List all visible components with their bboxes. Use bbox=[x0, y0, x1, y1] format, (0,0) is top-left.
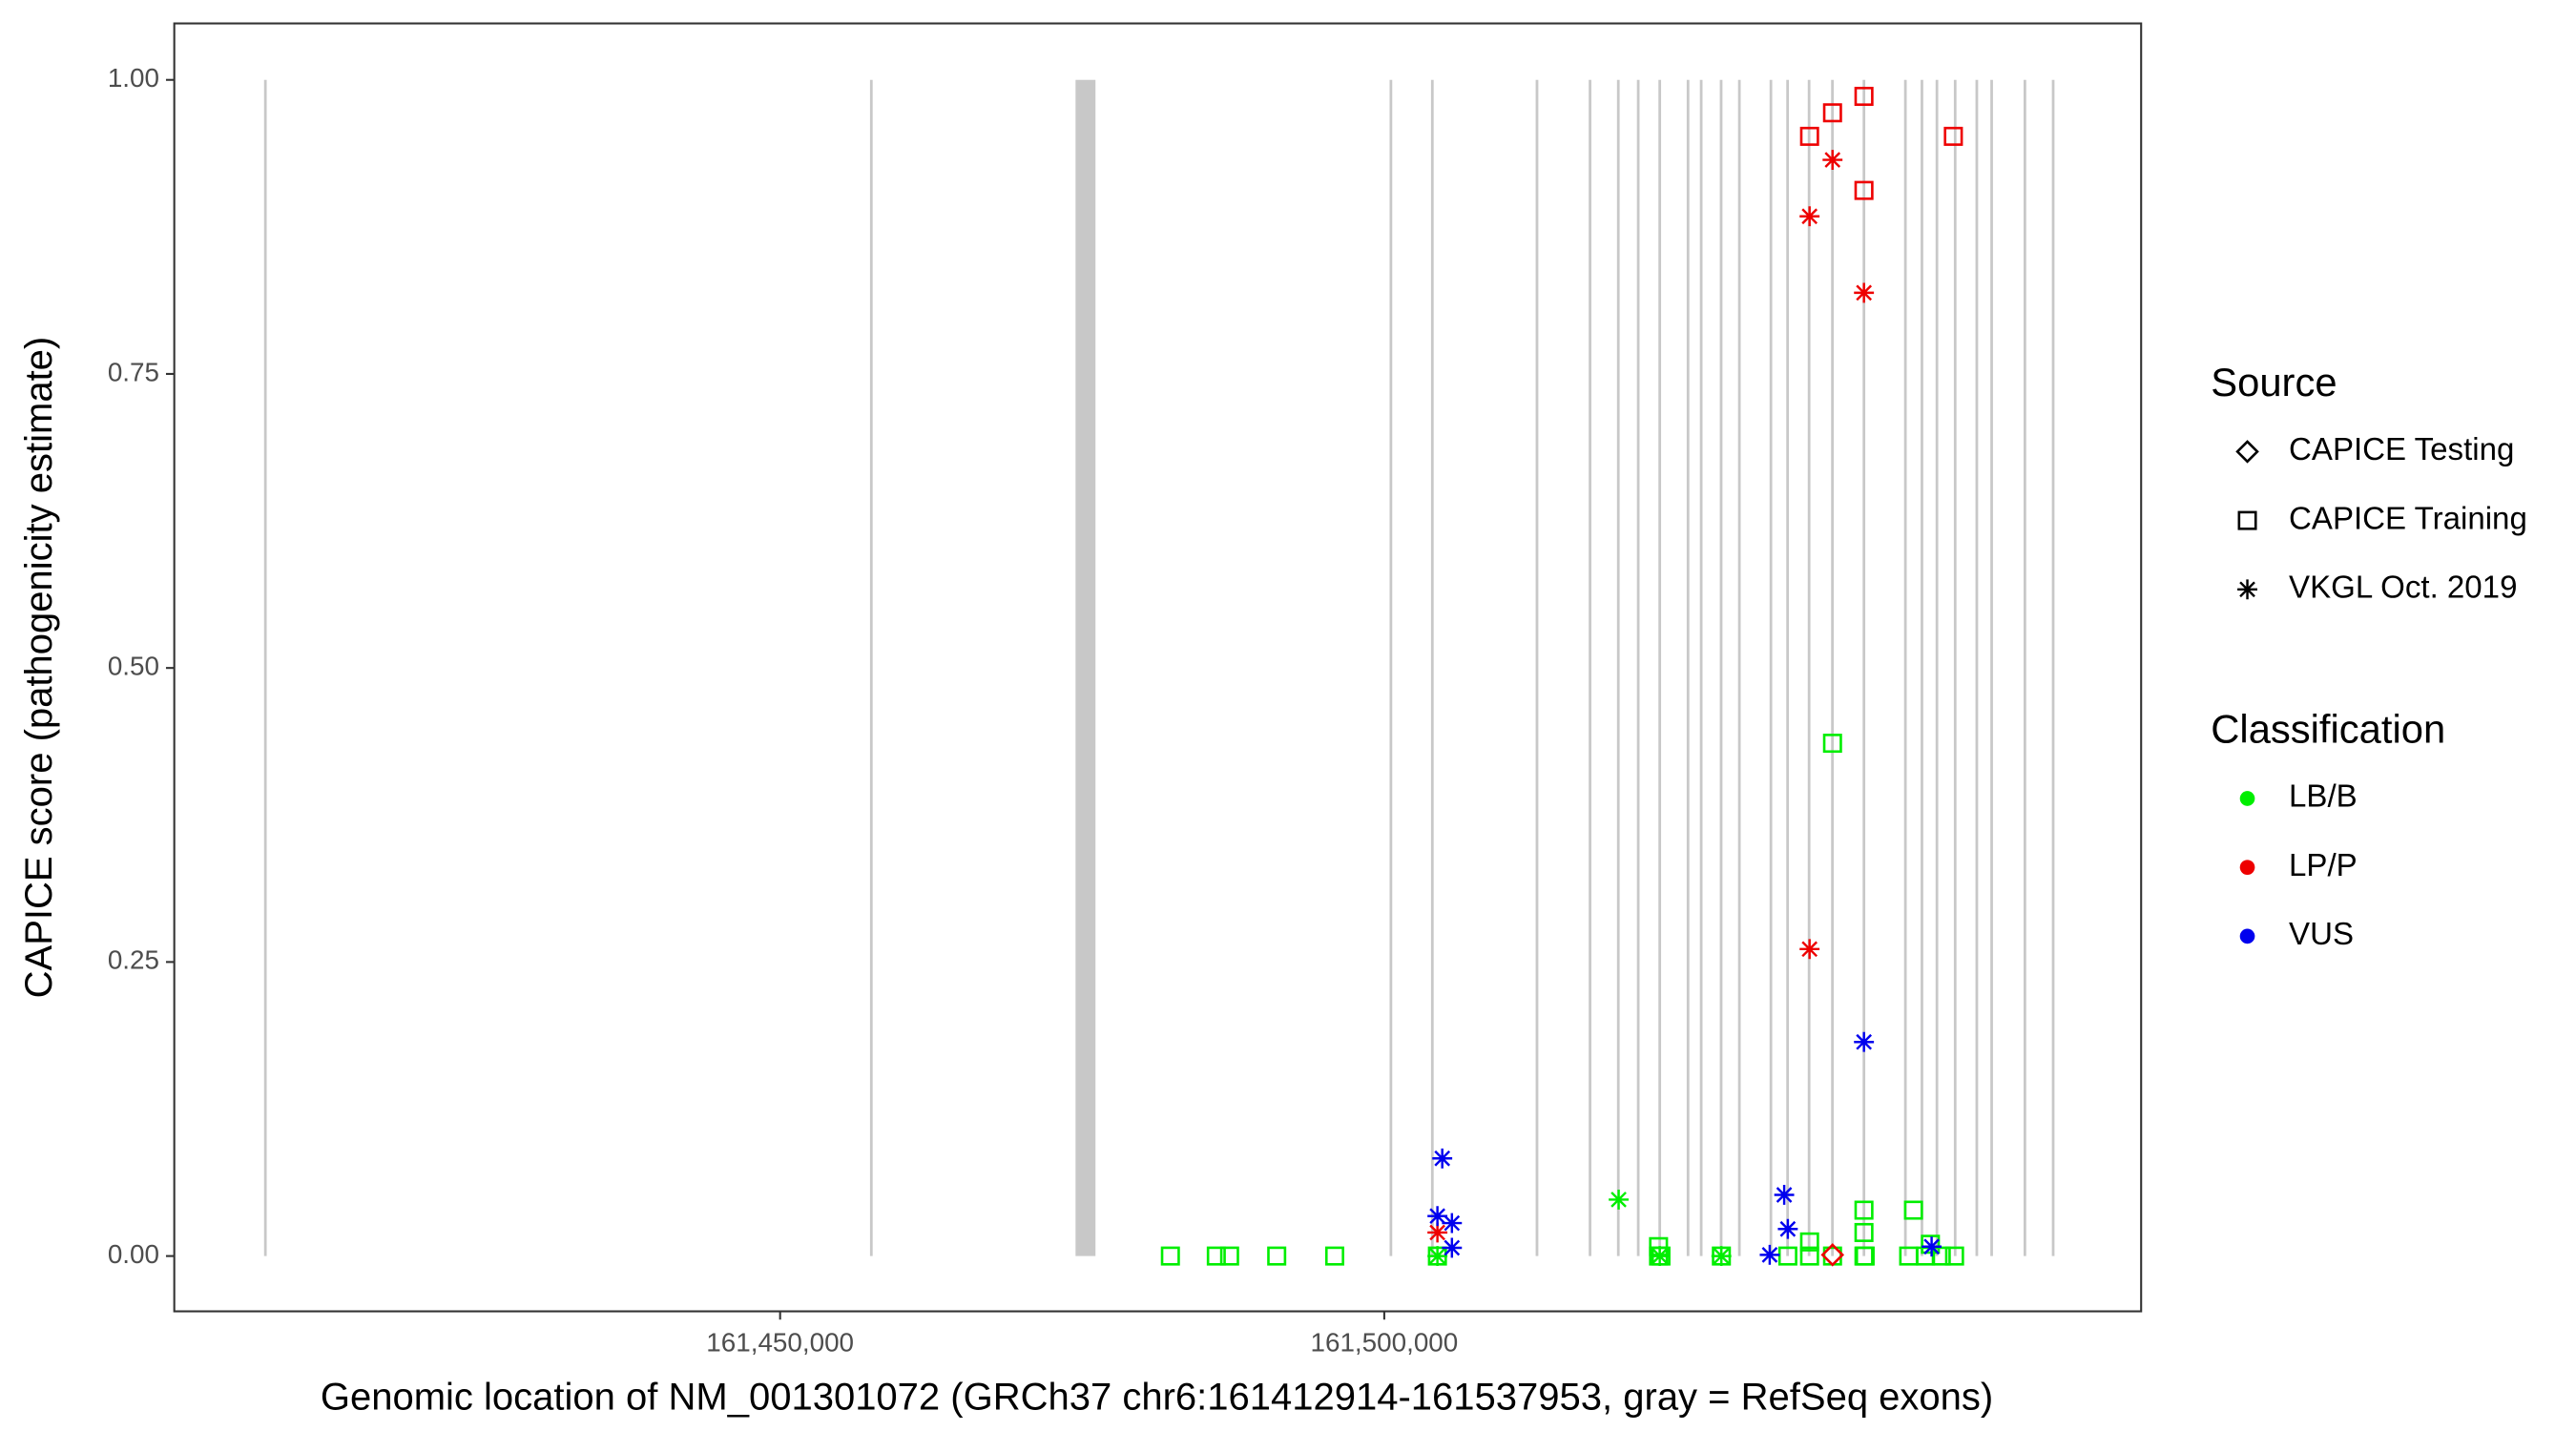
exon bbox=[2023, 79, 2026, 1256]
exon bbox=[1699, 79, 1703, 1256]
exon bbox=[1921, 79, 1923, 1256]
legend-label: VKGL Oct. 2019 bbox=[2289, 570, 2517, 606]
legend-label: CAPICE Training bbox=[2289, 501, 2527, 536]
point bbox=[1855, 1246, 1875, 1266]
point bbox=[1759, 1244, 1780, 1265]
point bbox=[1442, 1213, 1463, 1234]
point bbox=[1799, 1232, 1819, 1252]
point bbox=[1324, 1246, 1344, 1266]
legend-title: Source bbox=[2211, 360, 2337, 404]
legend-label: CAPICE Testing bbox=[2289, 432, 2514, 467]
exon bbox=[1535, 79, 1539, 1256]
point bbox=[1427, 1246, 1448, 1267]
exon bbox=[1636, 79, 1640, 1256]
point bbox=[1799, 939, 1820, 960]
point bbox=[1943, 126, 1963, 146]
point bbox=[1854, 1031, 1875, 1052]
exon bbox=[1658, 79, 1662, 1256]
exon bbox=[1990, 79, 1993, 1256]
point bbox=[1822, 103, 1842, 123]
legend-label: LB/B bbox=[2289, 779, 2358, 815]
exon bbox=[1769, 79, 1773, 1256]
point bbox=[1774, 1185, 1795, 1205]
exon bbox=[1737, 79, 1741, 1256]
legend-symbol bbox=[2237, 579, 2257, 600]
exon bbox=[1589, 79, 1591, 1256]
x-axis-title: Genomic location of NM_001301072 (GRCh37… bbox=[321, 1376, 1993, 1418]
point bbox=[1609, 1189, 1630, 1210]
exon bbox=[1389, 79, 1393, 1256]
point bbox=[1854, 1222, 1874, 1242]
legend-symbol bbox=[2235, 440, 2259, 464]
legend-title: Classification bbox=[2211, 706, 2445, 751]
exon bbox=[1430, 79, 1434, 1256]
point bbox=[1427, 1222, 1448, 1243]
legend-symbol bbox=[2239, 860, 2255, 876]
point bbox=[1442, 1237, 1463, 1258]
x-tick-label: 161,450,000 bbox=[706, 1328, 854, 1358]
points bbox=[1160, 86, 1964, 1267]
y-tick-label: 0.75 bbox=[108, 357, 159, 386]
x-tick-label: 161,500,000 bbox=[1311, 1328, 1459, 1358]
point bbox=[1903, 1200, 1923, 1220]
exons bbox=[263, 79, 2055, 1256]
point bbox=[1799, 1246, 1819, 1266]
point bbox=[1820, 1243, 1845, 1267]
exon bbox=[869, 79, 873, 1256]
exon bbox=[1786, 79, 1790, 1256]
point bbox=[1944, 1246, 1964, 1266]
exon bbox=[1616, 79, 1620, 1256]
legend: Source CAPICE Testing CAPICE Training VKGL … bbox=[2211, 360, 2527, 952]
point bbox=[1854, 282, 1875, 303]
point bbox=[1854, 1200, 1874, 1220]
exon bbox=[1831, 79, 1835, 1256]
exon bbox=[1975, 79, 1979, 1256]
y-tick-label: 0.00 bbox=[108, 1239, 159, 1269]
ticks: 0.00 0.25 0.50 0.75 1.00 161,450,000 161,500,0… bbox=[108, 63, 1458, 1358]
point bbox=[1799, 206, 1820, 227]
point bbox=[1711, 1246, 1732, 1267]
exon bbox=[1862, 79, 1866, 1256]
point bbox=[1777, 1246, 1797, 1266]
legend-symbol bbox=[2239, 928, 2255, 944]
point bbox=[1921, 1234, 1941, 1255]
point bbox=[1650, 1246, 1671, 1267]
legend-label: LP/P bbox=[2289, 848, 2358, 883]
point bbox=[1822, 734, 1842, 754]
legend-label: VUS bbox=[2289, 917, 2354, 952]
exon bbox=[1935, 79, 1939, 1256]
point bbox=[1427, 1206, 1448, 1227]
point bbox=[1267, 1246, 1287, 1266]
exon bbox=[1686, 79, 1690, 1256]
y-tick-label: 1.00 bbox=[108, 63, 159, 93]
plot-panel bbox=[173, 22, 2143, 1313]
point bbox=[1854, 180, 1874, 200]
legend-symbol bbox=[2239, 791, 2255, 806]
y-tick-label: 0.50 bbox=[108, 652, 159, 681]
point bbox=[1160, 1246, 1180, 1266]
y-tick-label: 0.25 bbox=[108, 945, 159, 975]
point bbox=[1432, 1148, 1453, 1169]
exon bbox=[1903, 79, 1907, 1256]
exon bbox=[1075, 79, 1096, 1256]
point bbox=[1822, 150, 1843, 171]
point bbox=[1777, 1218, 1798, 1239]
exon bbox=[2051, 79, 2055, 1256]
point bbox=[1206, 1246, 1226, 1266]
point bbox=[1854, 86, 1874, 106]
point bbox=[1899, 1246, 1919, 1266]
point bbox=[1219, 1246, 1239, 1266]
point bbox=[1922, 1236, 1942, 1257]
exon bbox=[1807, 79, 1811, 1256]
exon bbox=[1953, 79, 1957, 1256]
point bbox=[1799, 126, 1819, 146]
y-axis-title: CAPICE score (pathogenicity estimate) bbox=[18, 337, 60, 999]
legend-symbol bbox=[2237, 510, 2257, 530]
exon bbox=[1719, 79, 1723, 1256]
exon bbox=[263, 79, 267, 1256]
